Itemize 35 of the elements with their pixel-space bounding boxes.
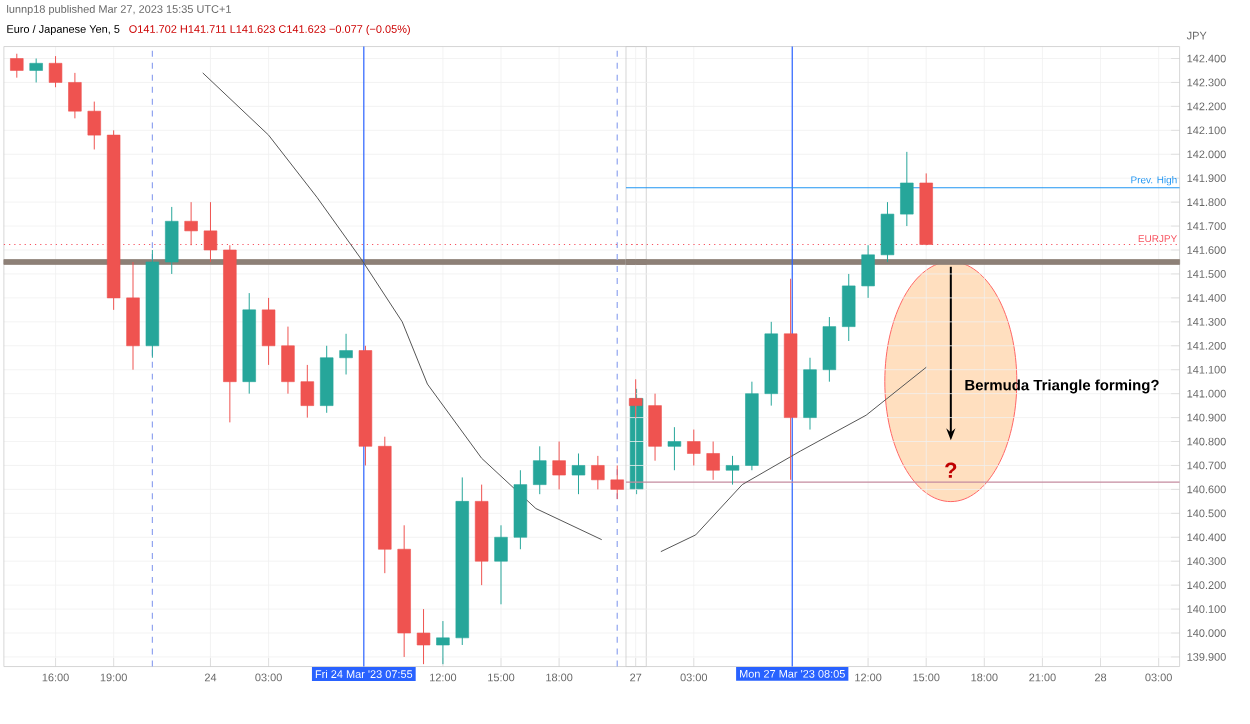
- candlestick: [591, 455, 605, 490]
- candlestick: [648, 393, 662, 462]
- candlestick: [436, 620, 450, 665]
- candlestick: [725, 455, 740, 486]
- candlestick: [667, 426, 682, 471]
- candlestick: [533, 445, 547, 495]
- line-series: [660, 366, 927, 553]
- annotation: ?: [945, 462, 957, 478]
- candlestick: [610, 464, 624, 500]
- candlestick: [339, 333, 353, 375]
- candlestick: [87, 101, 101, 150]
- candlestick: [842, 273, 856, 342]
- candlestick: [900, 151, 914, 227]
- candlestick: [300, 364, 315, 419]
- candlestick: [165, 206, 179, 275]
- candlestick: [822, 316, 837, 383]
- candlestick: [29, 58, 43, 83]
- candlestick: [281, 326, 295, 395]
- candlestick: [126, 261, 140, 371]
- candlestick: [861, 244, 875, 299]
- candlestick: [184, 201, 198, 246]
- candlestick: [880, 201, 895, 263]
- candlestick: [552, 441, 566, 490]
- candlestick: [494, 524, 508, 605]
- candlestick: [68, 72, 82, 119]
- candlestick: [261, 297, 276, 366]
- candlestick: [203, 201, 218, 263]
- candlestick: [803, 357, 817, 431]
- candlestick: [10, 53, 24, 79]
- candlestick: [706, 441, 720, 481]
- candlestick: [687, 429, 701, 466]
- candlestick: [416, 608, 431, 665]
- candlestick: [320, 345, 334, 414]
- candlestick: [571, 452, 586, 495]
- candlestick: [48, 55, 63, 88]
